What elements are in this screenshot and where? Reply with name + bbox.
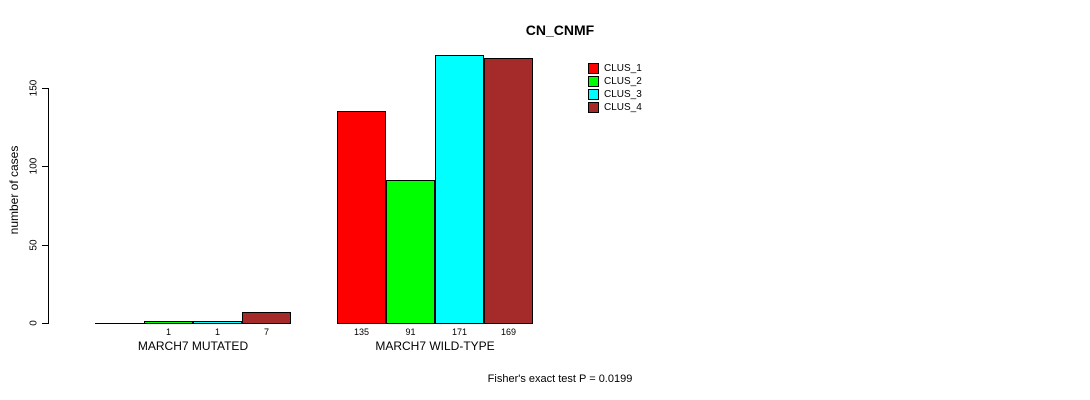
legend-item: CLUS_2 xyxy=(588,75,642,88)
legend-item: CLUS_4 xyxy=(588,101,642,114)
legend-item: CLUS_3 xyxy=(588,88,642,101)
legend-swatch xyxy=(588,102,599,113)
legend-swatch xyxy=(588,63,599,74)
group-label: MARCH7 WILD-TYPE xyxy=(375,339,495,353)
bar xyxy=(337,111,386,324)
group-label: MARCH7 MUTATED xyxy=(137,339,249,353)
y-axis-tick-label: 100 xyxy=(28,157,40,175)
bar-value-label: 7 xyxy=(263,327,270,337)
y-axis-label: number of cases xyxy=(7,145,21,235)
legend-swatch xyxy=(588,89,599,100)
y-axis-tick-label: 50 xyxy=(28,239,40,251)
chart-title: CN_CNMF xyxy=(525,22,595,38)
bar-value-label: 135 xyxy=(353,327,370,337)
legend-label: CLUS_1 xyxy=(604,63,642,74)
bar xyxy=(242,312,291,324)
y-axis-tick-label: 0 xyxy=(28,320,40,326)
bar-value-label: 169 xyxy=(500,327,517,337)
bar-value-label: 171 xyxy=(451,327,468,337)
bar-value-label: 1 xyxy=(165,327,172,337)
y-axis-tick xyxy=(42,323,48,324)
bar xyxy=(386,180,435,324)
bar-value-label: 1 xyxy=(214,327,221,337)
bar xyxy=(144,321,193,324)
legend: CLUS_1 CLUS_2 CLUS_3 CLUS_4 xyxy=(588,62,642,114)
bar xyxy=(95,323,144,324)
y-axis-tick-label: 150 xyxy=(28,79,40,97)
legend-label: CLUS_4 xyxy=(604,102,642,113)
legend-item: CLUS_1 xyxy=(588,62,642,75)
y-axis-tick xyxy=(42,166,48,167)
bar xyxy=(435,55,484,324)
bar-value-label: 91 xyxy=(405,327,416,337)
y-axis-tick xyxy=(42,88,48,89)
bar xyxy=(484,58,533,324)
y-axis-tick xyxy=(42,245,48,246)
bar xyxy=(193,321,242,324)
y-axis xyxy=(48,88,49,324)
annotation-text: Fisher's exact test P = 0.0199 xyxy=(487,373,633,385)
legend-label: CLUS_3 xyxy=(604,89,642,100)
legend-label: CLUS_2 xyxy=(604,76,642,87)
legend-swatch xyxy=(588,76,599,87)
